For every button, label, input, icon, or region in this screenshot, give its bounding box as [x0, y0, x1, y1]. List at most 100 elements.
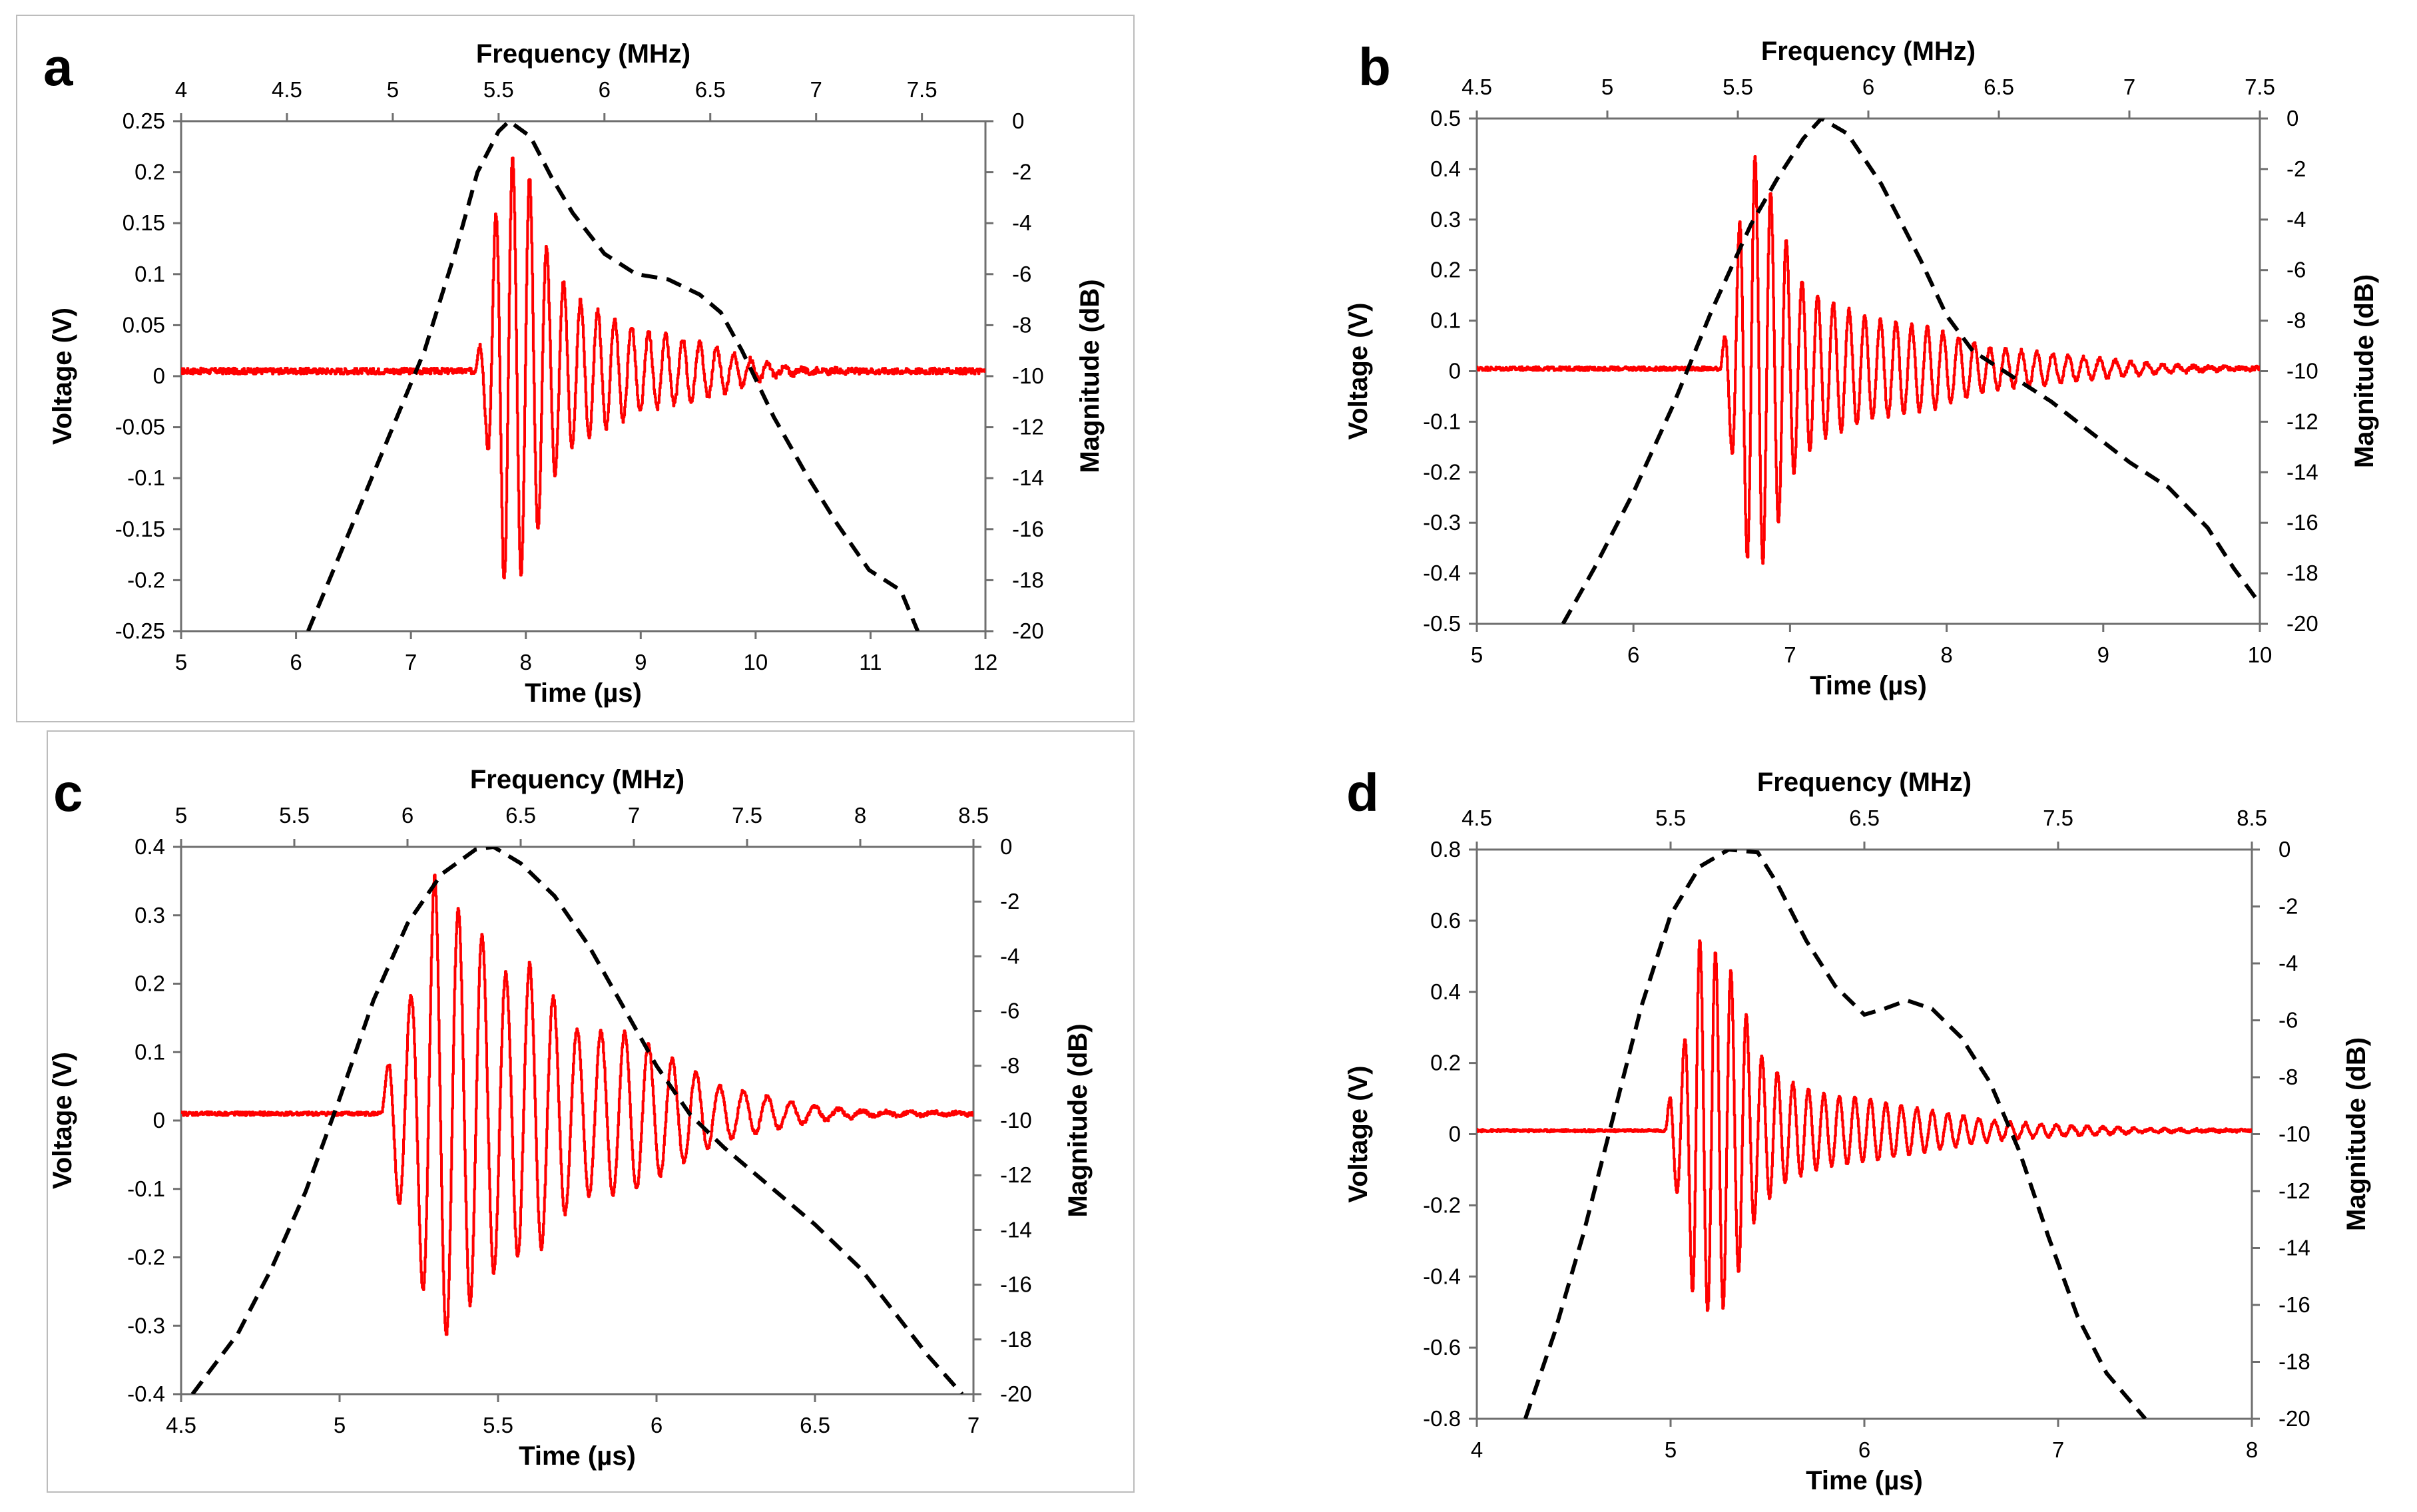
x-tick-label: 10: [2248, 642, 2273, 667]
y-tick-label: -0.4: [127, 1382, 165, 1406]
y-tick-label: 0: [1449, 1122, 1461, 1146]
y-tick-label: -0.6: [1423, 1335, 1461, 1360]
signal-series-line: [1477, 155, 2260, 565]
y-tick-label: -0.4: [1423, 561, 1461, 585]
y2-tick-label: -6: [2286, 258, 2306, 282]
y2-tick-label: 0: [1012, 109, 1024, 133]
x2-tick-label: 6.5: [695, 77, 726, 102]
y-axis-title: Voltage (V): [1344, 303, 1373, 440]
chart-panel-d: 4 5 6 7 8 4.5 5.5 6.5 7.5 8.5 0.8 0.6 0.4 0.2 0 -0.2 -0.…: [1344, 763, 2371, 1495]
x2-tick-label: 4.5: [1462, 806, 1492, 830]
y-tick-label: 0.2: [1430, 258, 1461, 282]
y2-tick-label: 0: [2286, 106, 2298, 130]
x-tick-label: 4.5: [166, 1413, 196, 1437]
x2-tick-label: 6: [1862, 75, 1874, 99]
y2-tick-label: -16: [1012, 517, 1044, 541]
x2-tick-label: 5.5: [1655, 806, 1686, 830]
y-tick-label: 0.3: [1430, 207, 1461, 232]
y-tick-label: 0.05: [123, 312, 165, 337]
panel-letter: b: [1358, 37, 1391, 97]
y-tick-label: 0.3: [134, 903, 165, 927]
y-tick-label: 0.1: [134, 262, 165, 286]
y2-tick-label: -16: [2279, 1292, 2310, 1317]
y-tick-label: 0.15: [123, 210, 165, 235]
x-tick-label: 7: [1784, 642, 1796, 667]
x2-tick-label: 5.5: [1723, 75, 1753, 99]
x-axis-title: Time (µs): [1806, 1466, 1923, 1495]
x2-tick-label: 4.5: [1462, 75, 1492, 99]
y-tick-label: 0.2: [1430, 1051, 1461, 1075]
y2-tick-label: -14: [2279, 1236, 2310, 1260]
y-tick-label: 0.4: [134, 834, 165, 859]
y-axis-title: Voltage (V): [1344, 1066, 1373, 1203]
x-tick-label: 6: [1627, 642, 1639, 667]
y2-tick-label: -16: [1000, 1272, 1032, 1297]
panel-letter: c: [53, 763, 83, 822]
x-tick-label: 5: [1471, 642, 1483, 667]
y2-tick-label: -4: [1012, 210, 1031, 235]
x2-tick-label: 6.5: [1984, 75, 2014, 99]
y-tick-label: 0: [153, 364, 165, 388]
panel-letter: a: [43, 37, 73, 97]
y2-tick-label: -6: [1000, 999, 1019, 1023]
y2-tick-label: -10: [2286, 359, 2318, 383]
x2-axis-title: Frequency (MHz): [1761, 37, 1976, 66]
y-tick-label: 0.2: [134, 160, 165, 184]
y2-tick-label: -12: [1000, 1162, 1032, 1187]
chart-panel-b: 5 6 7 8 9 10 4.5 5 5.5 6 6.5 7 7.5 0.5 0.4 0.3 0.2 0.1 0 -0…: [1344, 37, 2379, 700]
x2-tick-label: 7.5: [907, 77, 938, 102]
y-tick-label: -0.3: [1423, 510, 1461, 535]
x-tick-label: 6.5: [800, 1413, 830, 1437]
y2-tick-label: -18: [1012, 567, 1044, 592]
x-tick-label: 8: [1940, 642, 1952, 667]
y2-tick-label: -4: [1000, 943, 1019, 968]
x2-tick-label: 5: [1601, 75, 1613, 99]
x2-tick-label: 7: [810, 77, 822, 102]
y-tick-label: -0.5: [1423, 611, 1461, 636]
y2-tick-label: 0: [2279, 837, 2290, 862]
x2-tick-label: 7: [628, 803, 640, 828]
x-tick-label: 8: [520, 650, 532, 674]
plot-area: [180, 846, 975, 1395]
x-tick-label: 5: [175, 650, 187, 674]
y2-tick-label: -14: [1000, 1217, 1032, 1242]
y-tick-label: 0.4: [1430, 156, 1461, 181]
y2-tick-label: -18: [1000, 1327, 1032, 1352]
x2-tick-label: 7.5: [732, 803, 762, 828]
x2-tick-label: 6: [599, 77, 611, 102]
x2-tick-label: 5: [175, 803, 187, 828]
y-tick-label: 0.4: [1430, 979, 1461, 1004]
x-axis-title: Time (µs): [525, 678, 642, 708]
y2-tick-label: -20: [2279, 1406, 2310, 1431]
x-tick-label: 5.5: [483, 1413, 513, 1437]
x2-tick-label: 7: [2123, 75, 2135, 99]
y2-tick-label: -20: [1012, 619, 1044, 643]
y-tick-label: 0.8: [1430, 837, 1461, 862]
y-tick-label: 0.1: [134, 1039, 165, 1064]
signal-series-line: [1477, 939, 2252, 1312]
y-tick-label: -0.1: [127, 465, 165, 490]
x-axis-title: Time (µs): [519, 1441, 636, 1471]
y-tick-label: 0.25: [123, 109, 165, 133]
y-axis-title: Voltage (V): [48, 1052, 77, 1189]
x-tick-label: 7: [405, 650, 417, 674]
x2-tick-label: 5.5: [279, 803, 310, 828]
y2-axis-title: Magnitude (dB): [2342, 1037, 2371, 1231]
spectrum-series-line: [306, 121, 920, 631]
y2-tick-label: -18: [2286, 561, 2318, 585]
x2-axis-title: Frequency (MHz): [470, 765, 684, 794]
y2-tick-label: -18: [2279, 1350, 2310, 1374]
x-tick-label: 5: [334, 1413, 346, 1437]
y2-tick-label: -8: [1000, 1053, 1019, 1078]
x2-axis-title: Frequency (MHz): [1757, 768, 1972, 797]
y2-tick-label: -12: [2286, 409, 2318, 433]
x2-tick-label: 7.5: [2043, 806, 2073, 830]
y2-tick-label: -20: [1000, 1382, 1032, 1406]
y-tick-label: 0: [1449, 359, 1461, 383]
y2-axis-title: Magnitude (dB): [1063, 1023, 1093, 1217]
y2-tick-label: -6: [2279, 1008, 2298, 1033]
y-tick-label: -0.15: [115, 517, 165, 541]
y-tick-label: 0.2: [134, 971, 165, 996]
x-tick-label: 6: [290, 650, 302, 674]
